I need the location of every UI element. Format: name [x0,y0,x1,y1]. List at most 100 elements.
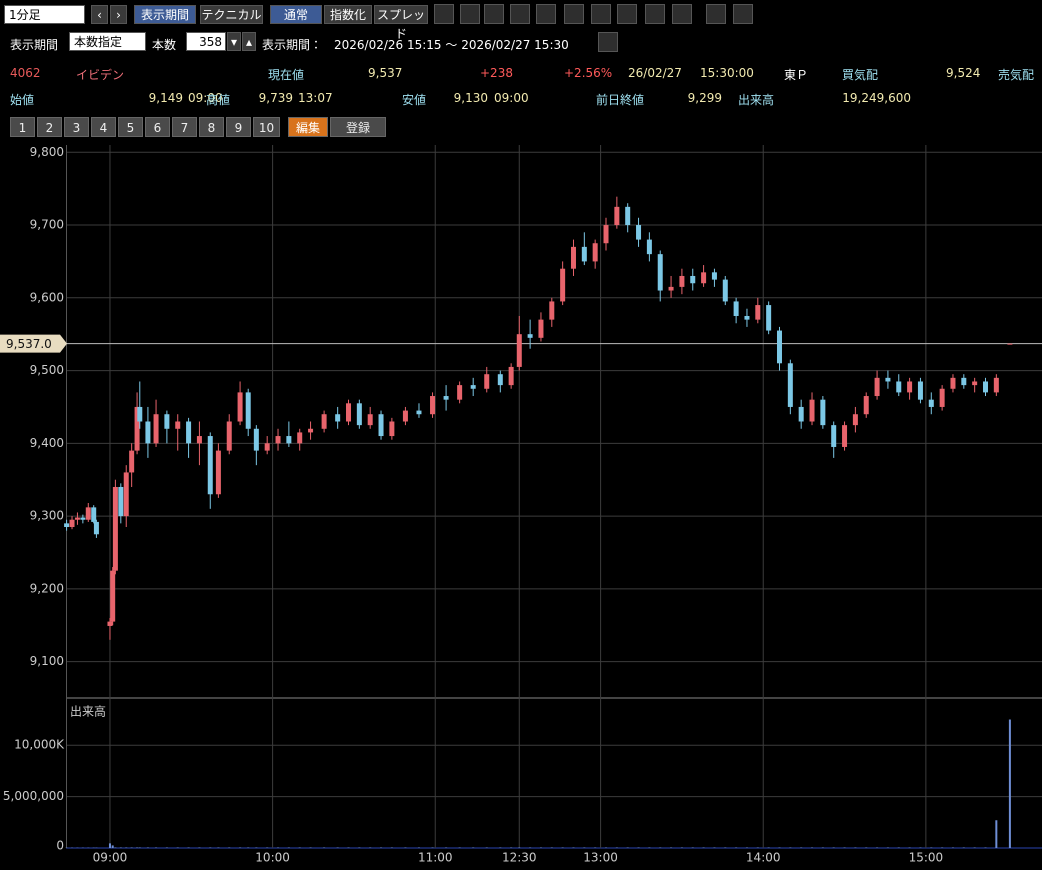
toolbar-button[interactable]: 指数化 [324,5,372,24]
reset-button[interactable] [598,32,618,52]
volume-bar [165,847,168,848]
icon-button[interactable] [617,4,637,24]
volume-bar [518,847,521,848]
volume-bar [670,847,673,848]
volume-bar [529,847,532,848]
stat-label: 始値 [10,93,35,107]
candle-body [134,406,140,451]
volume-bar [876,847,879,848]
volume-bar [209,847,212,848]
spin-up[interactable]: ▴ [242,32,256,51]
price-line-label: 9,537.0 [6,337,52,351]
volume-bar [886,847,889,848]
volume-bar [119,847,122,848]
tab[interactable]: 3 [64,117,89,137]
volume-bar [713,847,716,848]
candle-body [863,396,869,415]
mode-select[interactable]: 本数指定 [69,32,146,51]
volume-bar [287,847,290,848]
candle-body [145,421,151,444]
range: 2026/02/26 15:15 〜 2026/02/27 15:30 [334,38,569,52]
icon-button[interactable] [460,4,480,24]
volume-bar [626,847,629,848]
candle-body [484,374,490,389]
candle-body [416,410,422,415]
volume-bar [298,847,301,848]
icon-button[interactable] [645,4,665,24]
spin-down[interactable]: ▾ [227,32,241,51]
toolbar-button[interactable]: 表示期間 [134,5,196,24]
stat-value: 9,130 [453,91,488,105]
candle-body [356,403,362,426]
icon-button[interactable] [564,4,584,24]
candle-body [874,377,880,397]
count-input[interactable]: 358 [186,32,226,51]
candle-body [711,272,717,280]
toolbar-button[interactable]: スプレッド [374,5,428,41]
volume-bar [756,847,759,848]
icon-button[interactable] [510,4,530,24]
candle-body [636,225,642,240]
tab[interactable]: 2 [37,117,62,137]
y-tick-label: 9,400 [30,436,64,450]
icon-button[interactable] [672,4,692,24]
volume-bar [865,847,868,848]
candle-body [226,421,232,451]
icon-button[interactable] [706,4,726,24]
next-button[interactable]: › [110,5,127,24]
candle-body [1007,343,1013,345]
icon-button[interactable] [484,4,504,24]
volume-bar [594,847,597,848]
candle-body [91,507,97,522]
icon-button[interactable] [591,4,611,24]
candle-body [592,243,598,262]
icon-button[interactable] [733,4,753,24]
prev-button[interactable]: ‹ [91,5,108,24]
volume-bar [973,847,976,848]
candle-body [153,414,159,444]
tab[interactable]: 7 [172,117,197,137]
tab[interactable]: 9 [226,117,251,137]
stat-value: 9,149 [148,91,183,105]
volume-bar [962,847,965,848]
volume-bar [735,847,738,848]
tab[interactable]: 4 [91,117,116,137]
candle-body [516,334,522,367]
volume-bar [897,847,900,848]
tab[interactable]: 8 [199,117,224,137]
tab[interactable]: 10 [253,117,280,137]
tab[interactable]: 6 [145,117,170,137]
candle-body [443,396,449,400]
toolbar-button[interactable]: テクニカル [200,5,263,24]
count-label: 本数 [152,38,177,52]
tab[interactable]: 編集 [288,117,328,137]
tab[interactable]: 登録 [330,117,386,137]
toolbar-button[interactable]: 通常 [270,5,322,24]
icon-button[interactable] [434,4,454,24]
volume-bar [789,847,792,848]
stat-value: 9,739 [258,91,293,105]
name: イビデン [76,68,125,82]
candle-body [646,239,652,255]
volume-bar [572,847,575,848]
candle-body [690,275,696,284]
candle-body [215,450,221,495]
volume-bar [854,847,857,848]
volume-bar [217,847,220,848]
volume-bar [255,847,258,848]
volume-tick-label: 5,000,000 [3,789,64,803]
candle-body [164,414,170,429]
tab[interactable]: 1 [10,117,35,137]
candle-body [470,385,476,389]
interval-select[interactable]: 1分足 [4,5,85,24]
candle-body [581,246,587,262]
price: 9,537 [368,66,403,80]
volume-bar [778,847,781,848]
volume-bar [832,847,835,848]
candle-body [603,225,609,244]
candle-body [74,517,80,520]
candle-body [701,272,707,284]
icon-button[interactable] [536,4,556,24]
candle-body [367,414,373,426]
tab[interactable]: 5 [118,117,143,137]
